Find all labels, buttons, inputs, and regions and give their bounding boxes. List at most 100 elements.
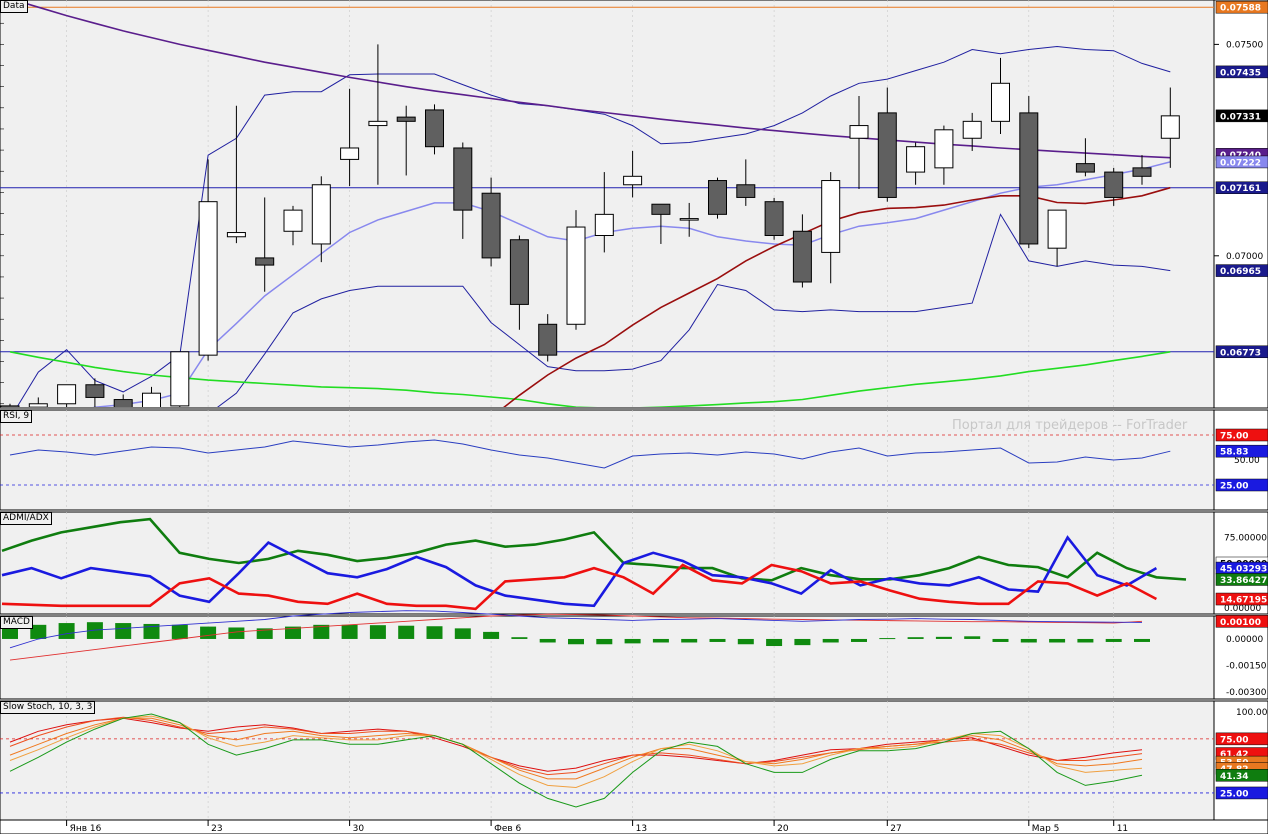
stoch-series-4 <box>9 713 1143 808</box>
watermark: Портал для трейдеров -- ForTrader <box>952 418 1188 433</box>
candle-body-8 <box>226 232 246 238</box>
stoch-tag-0: 75.00 <box>1220 735 1248 745</box>
macd-bar-19 <box>539 638 556 643</box>
adx-ytick-0: 75.00000 <box>1224 534 1267 544</box>
candle-body-17 <box>481 192 501 259</box>
price-tag-2: 0.07331 <box>1220 112 1261 122</box>
rsi-tag-2: 25.00 <box>1220 482 1248 492</box>
adx-ytick-1: 0.00000 <box>1224 604 1261 614</box>
price-tag-1: 0.07435 <box>1220 68 1261 78</box>
x-label-7: Мар 5 <box>1032 824 1060 834</box>
price-tag-6: 0.06965 <box>1220 267 1261 277</box>
candle-body-13 <box>368 120 388 127</box>
bollinger-lower <box>217 213 1171 407</box>
macd-bar-29 <box>822 638 839 643</box>
rsi-tag-1-bg <box>1215 444 1268 458</box>
price-tag-4: 0.07222 <box>1220 158 1261 168</box>
candle-body-34 <box>962 120 982 139</box>
stoch-series-3 <box>9 715 1143 789</box>
x-label-0: Янв 16 <box>70 824 102 834</box>
ma-purple <box>14 1 1171 159</box>
panel-bg-1 <box>0 409 1215 511</box>
x-axis-strip <box>0 819 1268 835</box>
macd-bar-0 <box>2 626 18 639</box>
x-label-5: 20 <box>777 824 789 834</box>
candle-body-14 <box>396 116 416 122</box>
macd-bar-7 <box>200 626 217 639</box>
price-tag-5-bg <box>1215 181 1268 194</box>
macd-bar-16 <box>454 628 471 639</box>
macd-bar-26 <box>737 638 754 645</box>
candle-body-31 <box>877 112 897 198</box>
price-panel-title: Data <box>0 0 28 13</box>
price-tag-5: 0.07161 <box>1220 184 1261 194</box>
candle-body-33 <box>934 129 954 169</box>
bollinger-upper <box>16 45 1171 407</box>
macd-line <box>9 610 1143 649</box>
adx-series-1 <box>1 535 1158 608</box>
price-tag-2-bg <box>1215 109 1268 123</box>
rsi-tag-0-bg <box>1215 428 1268 442</box>
macd-bar-24 <box>681 638 698 643</box>
candle-body-35 <box>991 82 1010 122</box>
macd-bar-39 <box>1105 638 1122 642</box>
candle-body-38 <box>1075 163 1095 173</box>
stoch-tag-4-bg <box>1215 769 1268 782</box>
macd-bar-40 <box>1134 638 1150 642</box>
macd-bar-28 <box>794 638 811 646</box>
macd-bar-20 <box>568 638 584 645</box>
macd-bar-37 <box>1049 638 1066 643</box>
candle-body-6 <box>170 351 190 407</box>
macd-bar-23 <box>652 638 669 643</box>
stoch-series-1 <box>9 716 1143 776</box>
panel-bg-2 <box>0 511 1215 615</box>
x-label-2: 30 <box>353 824 365 834</box>
candle-body-3 <box>85 384 105 398</box>
price-tag-0: 0.07588 <box>1220 4 1261 14</box>
macd-bar-34 <box>964 636 981 639</box>
macd-bar-3 <box>86 622 103 639</box>
candle-body-36 <box>1019 112 1039 245</box>
stoch-tag-0-bg <box>1215 732 1268 746</box>
macd-bar-14 <box>398 625 415 639</box>
macd-bar-21 <box>596 638 613 645</box>
macd-tag-0-bg <box>1215 615 1268 628</box>
rsi-tag-2-bg <box>1215 478 1268 492</box>
x-label-3: Фев 6 <box>494 824 521 834</box>
macd-bar-1 <box>30 624 47 639</box>
candle-body-28 <box>792 230 812 283</box>
macd-bar-17 <box>483 631 500 639</box>
candle-body-32 <box>906 146 926 173</box>
macd-bar-32 <box>907 637 924 639</box>
macd-bar-30 <box>851 638 867 642</box>
adx-tag-1: 45.03293 <box>1220 565 1267 575</box>
candle-body-15 <box>425 109 444 148</box>
macd-bar-35 <box>992 638 1009 642</box>
stoch-ytick-0: 100.00 <box>1236 708 1268 718</box>
macd-bar-4 <box>115 623 132 639</box>
macd-bar-27 <box>766 638 783 647</box>
macd-tag-0: 0.00100 <box>1220 618 1261 628</box>
adx-tag-2: 33.86427 <box>1220 576 1267 586</box>
price-plot-group <box>0 1 1180 407</box>
stoch-tag-4: 41.34 <box>1220 772 1248 782</box>
candle-body-2 <box>57 384 77 405</box>
candle-body-7 <box>198 201 218 356</box>
candle-body-41 <box>1160 115 1180 139</box>
candle-body-22 <box>623 175 643 186</box>
candle-body-23 <box>651 203 671 215</box>
macd-bar-10 <box>285 626 301 639</box>
rsi-ytick-0: 50.00 <box>1234 456 1260 466</box>
adx-tag-2-bg <box>1215 573 1268 586</box>
axis-bg-3 <box>1213 615 1268 700</box>
adx-series-0 <box>1 517 1187 582</box>
macd-bar-9 <box>256 628 273 639</box>
candle-body-40 <box>1132 167 1152 177</box>
stoch-series-2 <box>9 717 1143 780</box>
x-label-1: 23 <box>211 824 222 834</box>
macd-bar-18 <box>511 637 528 639</box>
macd-bar-22 <box>624 638 641 644</box>
x-label-8: 11 <box>1117 824 1128 834</box>
